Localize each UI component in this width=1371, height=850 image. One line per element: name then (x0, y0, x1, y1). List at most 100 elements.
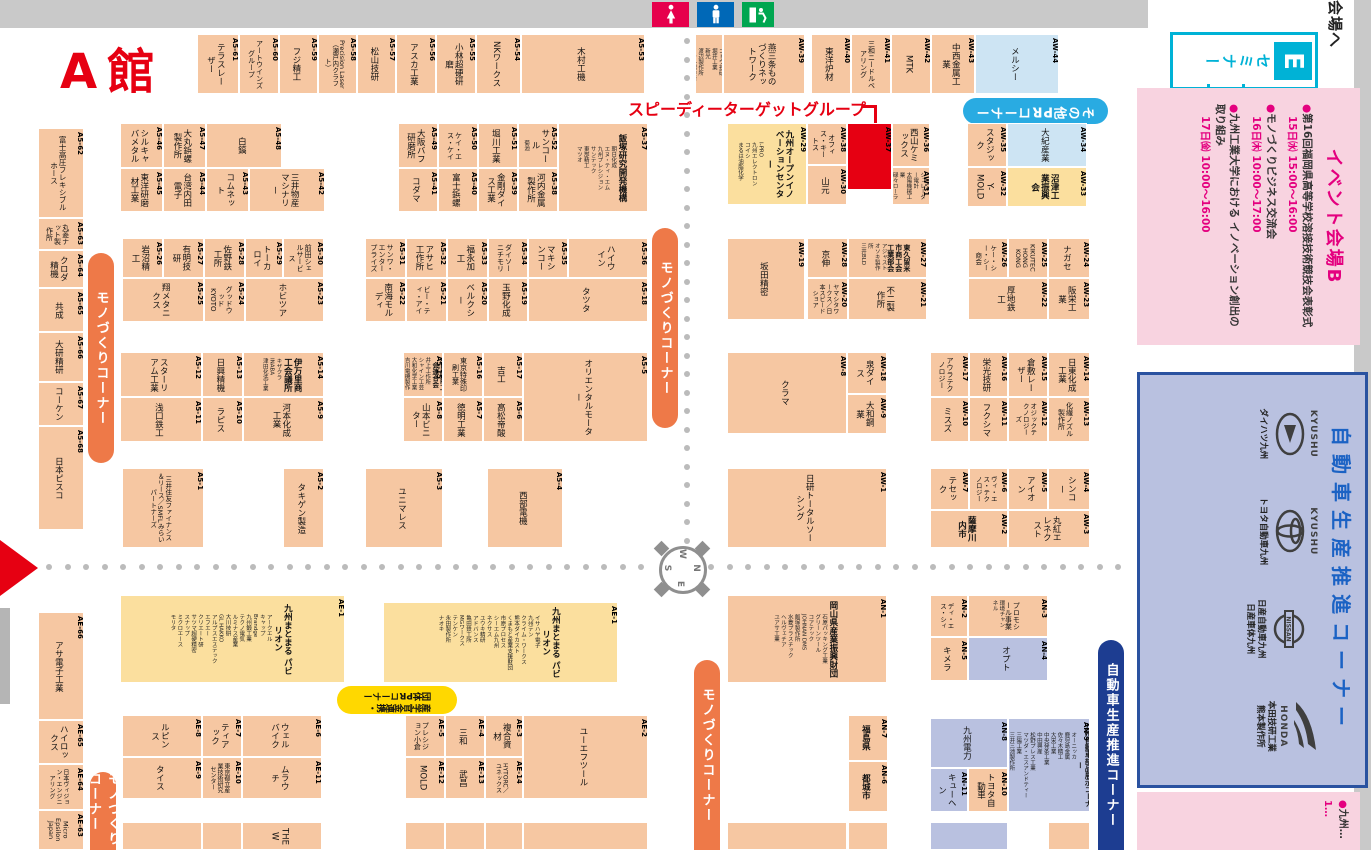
corner-ribbon: モノづくりコーナー (88, 253, 114, 463)
car-panel-title: 自動車生産推進コーナー (1329, 426, 1353, 734)
booth-AE-13: 武昌 AE-13 (445, 757, 485, 799)
aisle-dot (684, 426, 690, 433)
booth-A5-68: 日本ピスコ A5-68 (38, 426, 84, 530)
maker-honda: HONDA 本田技研工業 熊本製作所 (1255, 678, 1318, 774)
booth-A5-35: マキシンコー A5-35 (528, 238, 568, 278)
maker-daihatsu: KYUSHU ダイハツ九州 (1258, 408, 1318, 460)
booth-A5-31: サンワ・エンタープライズ A5-31 (365, 238, 406, 278)
booth-AE-3: 複合資材 AE-3 (485, 715, 523, 757)
booth-code: A5-14 (316, 356, 324, 379)
booth-A5-46: シルキャバメタル A5-46 (120, 123, 163, 168)
booth-name: HYTORC／ユネックス (494, 762, 509, 794)
booth-AW-39: 燕三条ものづくりネットワーク AW-39 (723, 34, 805, 94)
aisle-dot (1059, 564, 1066, 570)
booth-AN-10: トヨタ自動車 AN-10 (968, 768, 1008, 812)
booth-name: ヤマシタワークス／日本スピードショア (811, 284, 839, 314)
daihatsu-logo-icon (1275, 412, 1305, 455)
booth-A5-21: ビー・ティ・アイ A5-21 (406, 278, 447, 322)
booth-name: 九州オープンイノベーションセンター (764, 130, 794, 198)
booth-name: 沼津工業振興会 (1029, 174, 1060, 200)
aisle-dot (416, 564, 422, 570)
aisle-dot (856, 564, 862, 570)
aisle-dot (46, 564, 52, 570)
booth-AW-4: シンコー AW-4 (1048, 468, 1090, 510)
booth-name: オプト (1000, 646, 1011, 672)
booth-AW-15: 倉敷レーザー AW-15 (1008, 352, 1048, 397)
booth-code: AW-18 (879, 356, 887, 382)
aisle-dot (601, 564, 607, 570)
booth-A5-11: 浅口鉄工 A5-11 (120, 397, 202, 442)
booth-AW-1: 日研トータルソーシング AW-1 (727, 468, 887, 548)
booth-A5-3: ユニマレス A5-3 (365, 468, 443, 548)
booth-name: 有明技研 (171, 245, 191, 271)
aisle-dot (837, 564, 844, 570)
booth-name: 前田シェルサービス (287, 244, 313, 272)
aisle-dot (708, 564, 714, 570)
booth-name: シンコー (1056, 476, 1077, 502)
booth-name: 南海モルディ (373, 283, 393, 317)
hall-title: A館 (60, 44, 166, 100)
booth (485, 822, 523, 850)
booth-AN-5: キメラ AN-5 (930, 637, 968, 681)
aisle-dot (397, 564, 404, 570)
booth-members: キザクラ INABA 津田化洗工業 (261, 358, 282, 391)
booth-code: A5-33 (480, 242, 488, 265)
booth-name: ケイ・エス・ケイ (446, 131, 463, 160)
booth-name: ベルクシー (455, 283, 475, 317)
booth-AE-8: ルピンス AE-8 (122, 715, 202, 757)
booth-name: ラピス (214, 406, 225, 433)
booth-name: ミスズ (941, 406, 952, 433)
booth-name: ユニマレス (396, 486, 407, 530)
booth-A5-41: コダマ A5-41 (398, 168, 438, 212)
booth-code: AW-2 (1000, 514, 1008, 535)
aisle-dot (1078, 564, 1084, 570)
booth-code: AE-3 (515, 719, 523, 737)
speedy-target-group-label: スピーディーターゲットグループ (628, 100, 866, 119)
booth-AW-14: 日東化成工業 AW-14 (1048, 352, 1090, 397)
male-restroom-icon (697, 2, 734, 27)
seminar-label: セミナー (1203, 51, 1271, 70)
booth-code: A5-47 (198, 127, 206, 150)
booth-code: A5-51 (510, 127, 518, 150)
booth-A5-20: ベルクシー A5-20 (447, 278, 488, 322)
aisle-dot (1004, 564, 1010, 570)
booth-code: A5-4 (555, 472, 563, 491)
booth-code: AN-11 (960, 772, 968, 796)
booth-code: AE-1 (610, 606, 618, 624)
booth-name: タツタ (580, 287, 591, 313)
booth-name: 燕三条ものづくりネットワーク (746, 42, 777, 86)
booth-A5-66: 大研精研 A5-66 (38, 332, 84, 382)
booth-code: AW-31 (922, 171, 930, 197)
booth-name: フジ精工 (290, 47, 301, 81)
booth-code: A5-1 (196, 472, 204, 491)
aisle-dot (800, 564, 807, 570)
booth-name: 大阪バフ研磨所 (405, 128, 426, 163)
aisle-dot (286, 564, 293, 570)
booth-A5-29: トーカロイ A5-29 (245, 238, 283, 278)
booth-name: メルシー (1009, 47, 1020, 81)
booth-members: 井上工作所 シャイン工芸 大和化学工業 吉川電機製作所 (403, 357, 431, 390)
booth-code: AE-14 (515, 761, 523, 784)
event-item: ●モノづくりビジネス交流会 16日㈭ 10:00～17:00 (1249, 104, 1277, 240)
booth-name: 飯塚研究開発機構 (617, 133, 627, 202)
booth-A5-57: 松山技研 A5-57 (357, 34, 396, 94)
booth-members: オーニッカ 鹿児島金属 佐々木精工 大栄工業 中央発条工業 中田興産 松野プレス… (1008, 732, 1077, 798)
booth (930, 822, 1008, 850)
booth-code: AW-41 (883, 38, 891, 64)
booth-name: 武昌 (457, 769, 468, 787)
aisle-dot (684, 149, 690, 155)
booth-name: ハイロックス (48, 725, 69, 759)
booth-A5-45: 東洋研磨材工業 A5-45 (120, 168, 163, 212)
booth-name: ユーエフツール (577, 727, 588, 787)
female-restroom-icon (652, 2, 689, 27)
booth-name: ティアック (209, 723, 230, 749)
aisle-dot (684, 463, 690, 470)
aisle-dot (684, 93, 690, 100)
bottom-panel-line: 1… (1322, 800, 1333, 817)
aisle-dot (985, 564, 992, 570)
booth-name: スターリアム工業 (148, 357, 169, 392)
booth-code: AW-44 (1051, 38, 1059, 64)
aisle-dot (893, 564, 899, 570)
aisle-dot (138, 564, 145, 570)
